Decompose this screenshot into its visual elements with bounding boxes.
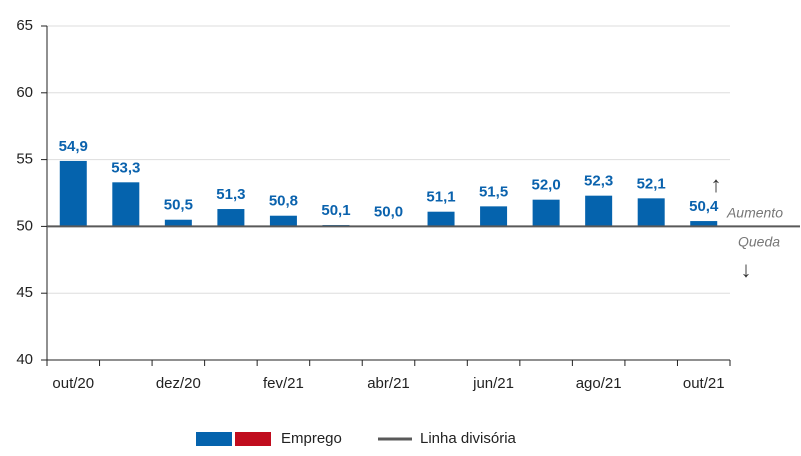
bar bbox=[112, 182, 140, 227]
value-label: 54,9 bbox=[59, 138, 88, 155]
value-label: 51,5 bbox=[479, 183, 508, 200]
x-tick-label: dez/20 bbox=[156, 375, 201, 392]
bar bbox=[269, 215, 297, 227]
annotation: Queda bbox=[738, 234, 780, 250]
value-label: 50,4 bbox=[689, 198, 719, 215]
value-label: 50,8 bbox=[269, 193, 298, 210]
down-arrow: ↓ bbox=[741, 257, 752, 282]
bar bbox=[59, 160, 87, 227]
y-tick-label: 50 bbox=[16, 217, 33, 234]
bar bbox=[164, 219, 192, 227]
bar bbox=[690, 221, 718, 227]
value-label: 52,1 bbox=[637, 175, 666, 192]
value-label: 50,1 bbox=[321, 202, 350, 219]
y-tick-label: 45 bbox=[16, 284, 33, 301]
legend-label: Linha divisória bbox=[420, 430, 517, 447]
y-tick-label: 40 bbox=[16, 351, 33, 368]
legend-label: Emprego bbox=[281, 430, 342, 447]
y-tick-label: 55 bbox=[16, 151, 33, 168]
y-tick-label: 65 bbox=[16, 17, 33, 34]
annotation: Aumento bbox=[726, 205, 783, 221]
bar bbox=[637, 198, 665, 227]
x-tick-label: ago/21 bbox=[576, 375, 622, 392]
legend-swatch bbox=[235, 432, 271, 446]
bar bbox=[427, 211, 455, 227]
bar bbox=[585, 195, 613, 227]
legend-swatch bbox=[196, 432, 232, 446]
x-tick-label: out/20 bbox=[52, 375, 94, 392]
value-label: 50,5 bbox=[164, 197, 193, 214]
x-tick-label: out/21 bbox=[683, 375, 725, 392]
value-label: 50,0 bbox=[374, 203, 403, 220]
value-label: 51,3 bbox=[216, 186, 245, 203]
bar bbox=[532, 199, 560, 227]
x-tick-label: jun/21 bbox=[472, 375, 514, 392]
x-tick-label: fev/21 bbox=[263, 375, 304, 392]
value-label: 51,1 bbox=[426, 189, 455, 206]
value-label: 52,3 bbox=[584, 173, 613, 190]
y-tick-label: 60 bbox=[16, 84, 33, 101]
bar bbox=[480, 206, 508, 227]
value-label: 52,0 bbox=[532, 177, 561, 194]
up-arrow: ↑ bbox=[711, 172, 722, 197]
x-tick-label: abr/21 bbox=[367, 375, 410, 392]
bar bbox=[217, 209, 245, 227]
value-label: 53,3 bbox=[111, 159, 140, 176]
